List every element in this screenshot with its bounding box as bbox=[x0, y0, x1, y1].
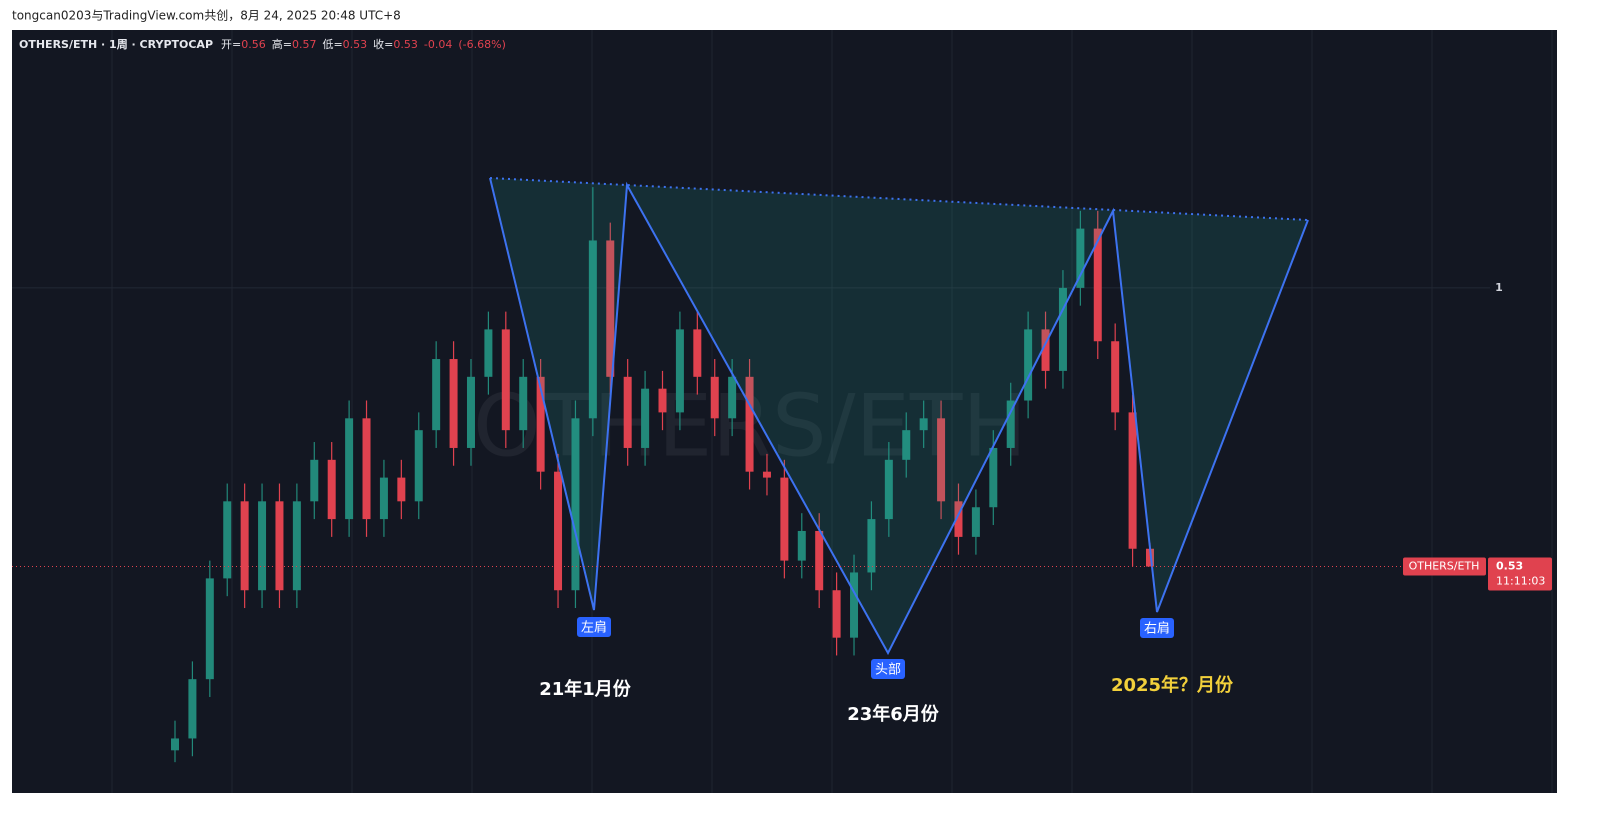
price-tag-value: 0.53 bbox=[1496, 560, 1523, 573]
candle-body bbox=[484, 329, 493, 377]
candle-body bbox=[571, 418, 580, 591]
legend-label: 收= bbox=[373, 37, 393, 51]
legend-label: 低= bbox=[322, 38, 342, 51]
candle-body bbox=[449, 359, 458, 448]
candle-body bbox=[1128, 412, 1137, 549]
price-tag-countdown: 11:11:03 bbox=[1496, 575, 1545, 588]
legend-label: 高= bbox=[272, 37, 292, 51]
candle-body bbox=[1093, 228, 1102, 342]
candle-body bbox=[501, 329, 510, 431]
candle-body bbox=[345, 418, 354, 520]
candle-body bbox=[937, 418, 946, 502]
candle-body bbox=[850, 572, 859, 638]
candle-body bbox=[1111, 341, 1120, 413]
label-box bbox=[1140, 618, 1174, 638]
candle-body bbox=[971, 507, 980, 537]
candle-body bbox=[188, 679, 197, 739]
candle-body bbox=[815, 530, 824, 591]
symbol-tag bbox=[1403, 557, 1486, 576]
candle-body bbox=[954, 501, 963, 537]
candle-body bbox=[1024, 329, 1033, 401]
pattern-line bbox=[489, 177, 1309, 656]
price-tag bbox=[1488, 557, 1552, 591]
legend-title: OTHERS/ETH · 1周 · CRYPTOCAP bbox=[19, 38, 213, 51]
attribution: tongcan0203与TradingView.com共创，8月 24, 202… bbox=[12, 9, 401, 23]
annotation: 21年1月份 bbox=[539, 678, 632, 700]
legend-change: -0.04 bbox=[424, 38, 452, 51]
candle-body bbox=[762, 471, 771, 478]
label-box bbox=[871, 659, 905, 679]
candle-body bbox=[675, 329, 684, 413]
annotation: 右肩 bbox=[1144, 621, 1170, 637]
candle-body bbox=[292, 501, 301, 591]
candle-body bbox=[797, 530, 806, 561]
candle-body bbox=[710, 376, 719, 419]
y-tick-label: 1 bbox=[1495, 281, 1503, 294]
candle-body bbox=[432, 359, 441, 431]
legend: OTHERS/ETH · 1周 · CRYPTOCAP 开= 0.56 高= 0.57 低… bbox=[19, 37, 506, 51]
candle-body bbox=[641, 388, 650, 448]
candle-body bbox=[536, 376, 545, 472]
candle-body bbox=[554, 471, 563, 591]
candles bbox=[171, 187, 1154, 763]
legend-value: 0.53 bbox=[393, 38, 418, 51]
legend-change-pct: (-6.68%) bbox=[458, 38, 506, 51]
candle-body bbox=[240, 501, 249, 591]
annotation: 2025年？月份 bbox=[1111, 674, 1234, 696]
candle-body bbox=[919, 418, 928, 431]
candle-body bbox=[1076, 228, 1085, 288]
candle-body bbox=[658, 388, 667, 413]
candle-body bbox=[588, 240, 597, 419]
legend-value: 0.56 bbox=[241, 38, 266, 51]
candle-body bbox=[745, 376, 754, 472]
candle-body bbox=[362, 418, 371, 520]
candle-body bbox=[414, 430, 423, 502]
candle-body bbox=[1058, 287, 1067, 371]
candle-body bbox=[275, 501, 284, 591]
annotation: 左肩 bbox=[581, 620, 607, 636]
candle-body bbox=[623, 376, 632, 448]
candle-body bbox=[832, 590, 841, 638]
neckline bbox=[489, 177, 1309, 221]
candle-body bbox=[466, 376, 475, 448]
pattern-fill bbox=[490, 178, 1308, 653]
candle-body bbox=[606, 240, 615, 377]
candle-body bbox=[728, 376, 737, 419]
candle-body bbox=[205, 578, 214, 680]
annotation: 23年6月份 bbox=[847, 703, 940, 725]
candle-body bbox=[902, 430, 911, 460]
candle-body bbox=[1041, 329, 1050, 371]
candle-body bbox=[1006, 400, 1015, 448]
candle-body bbox=[327, 459, 336, 520]
candle-body bbox=[397, 477, 406, 502]
candle-body bbox=[693, 329, 702, 377]
candle-body bbox=[780, 477, 789, 561]
candle-body bbox=[310, 459, 319, 502]
legend-value: 0.53 bbox=[343, 38, 368, 51]
candle-body bbox=[867, 519, 876, 573]
legend-label: 开= bbox=[221, 38, 241, 51]
plot-background bbox=[12, 30, 1557, 793]
annotations: 左肩 头部 右肩 21年1月份 23年6月份 2025年？月份 bbox=[539, 617, 1234, 725]
grid bbox=[12, 30, 1553, 793]
candle-body bbox=[258, 501, 267, 591]
legend-value: 0.57 bbox=[292, 38, 317, 51]
label-box bbox=[577, 617, 611, 637]
candle-body bbox=[989, 447, 998, 508]
candle-body bbox=[223, 501, 232, 579]
annotation: 头部 bbox=[875, 663, 901, 678]
candle-body bbox=[171, 738, 179, 751]
candle-body bbox=[379, 477, 388, 520]
candle-body bbox=[1146, 548, 1154, 567]
symbol-tag-label: OTHERS/ETH bbox=[1409, 560, 1480, 573]
candle-body bbox=[884, 459, 893, 520]
candle-body bbox=[519, 376, 528, 431]
